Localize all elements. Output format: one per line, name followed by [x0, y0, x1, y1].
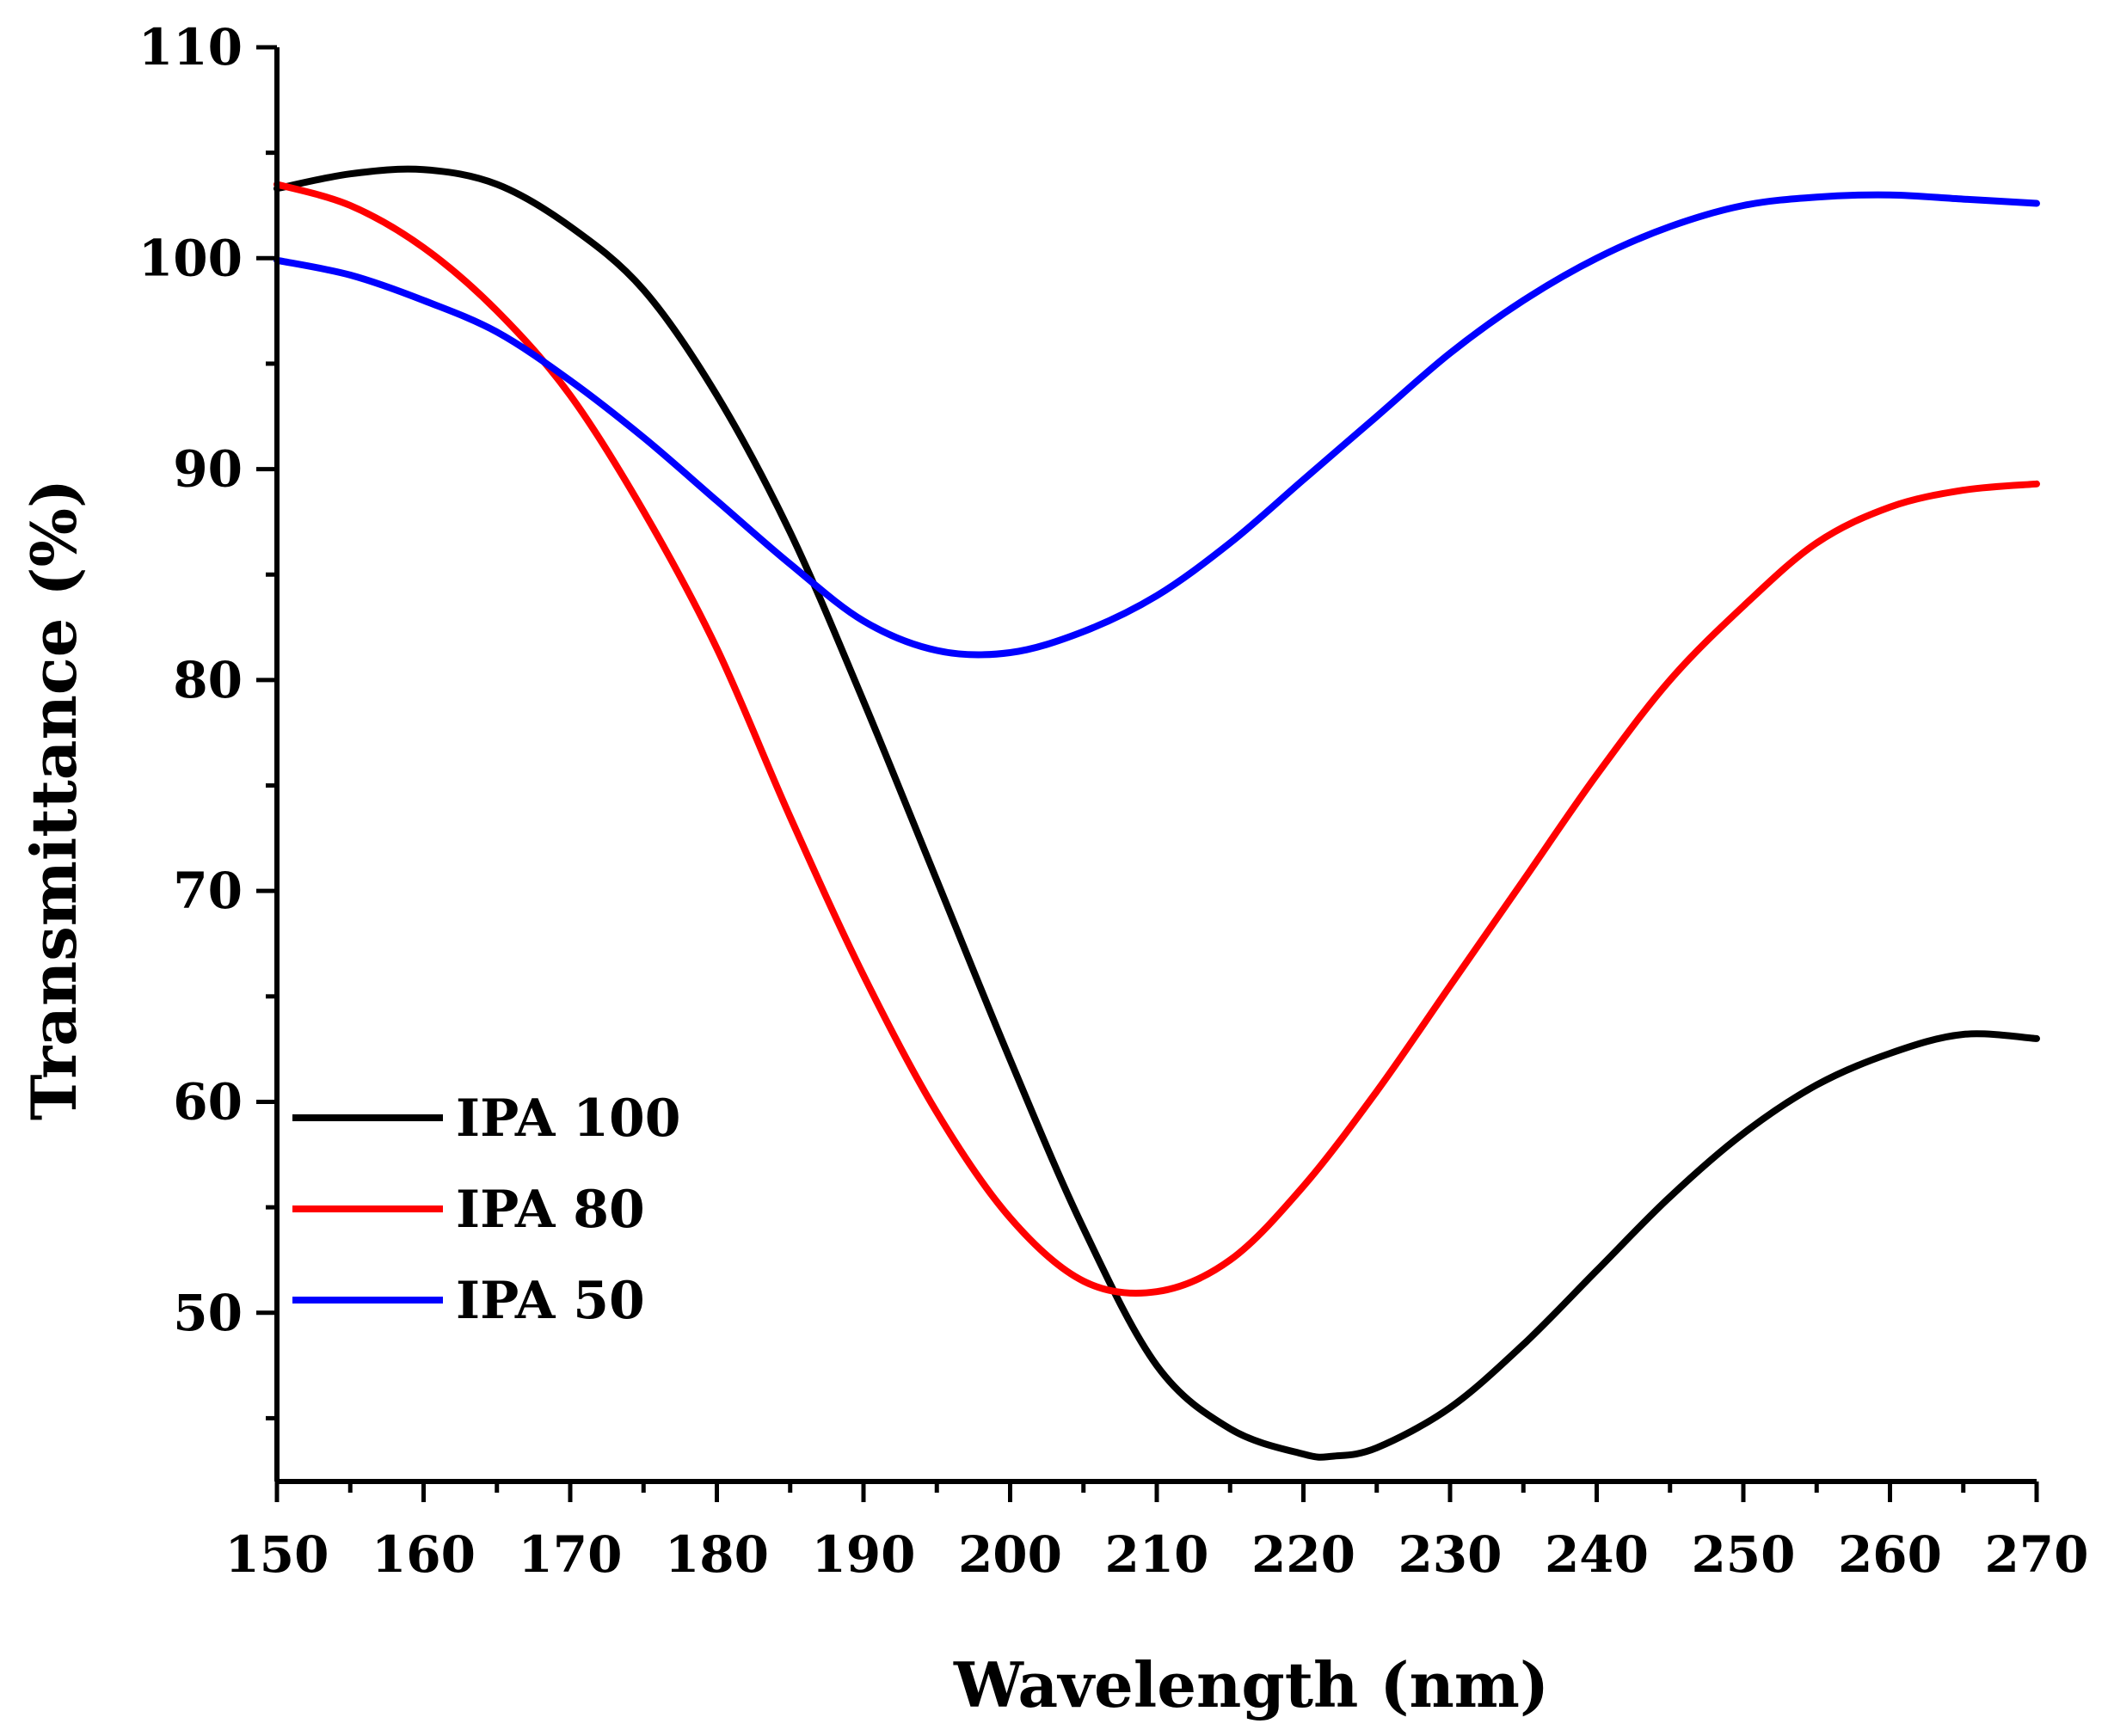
x-tick-label: 210	[1104, 1525, 1208, 1584]
legend: IPA 100 IPA 80 IPA 50	[292, 1089, 681, 1331]
y-tick-label: 50	[173, 1284, 243, 1342]
legend-label: IPA 80	[456, 1180, 645, 1240]
series-line-ipa-50	[273, 191, 2040, 659]
x-tick-label: 160	[372, 1525, 476, 1584]
x-tick-label: 170	[518, 1525, 622, 1584]
x-tick-label: 260	[1838, 1525, 1942, 1584]
series-layer	[273, 165, 2040, 1461]
y-tick-label: 100	[138, 229, 243, 287]
x-tick-label: 200	[958, 1525, 1062, 1584]
series-line-ipa-80	[273, 181, 2040, 1297]
legend-label: IPA 100	[456, 1089, 681, 1149]
x-tick-label: 250	[1691, 1525, 1795, 1584]
x-tick-label: 220	[1251, 1525, 1355, 1584]
x-tick-label: 190	[811, 1525, 915, 1584]
x-tick-label: 270	[1984, 1525, 2088, 1584]
y-tick-label: 90	[173, 440, 243, 499]
x-axis-title: Wavelength (nm)	[953, 1648, 1549, 1721]
x-tick-label: 150	[224, 1525, 329, 1584]
y-axis-title: Transmittance (%)	[17, 479, 90, 1120]
axes-layer: 150 160 170 180 190 200 210 220 230 240 250 260 270 5…	[138, 18, 2089, 1584]
y-tick-label: 80	[173, 651, 243, 709]
y-tick-label: 110	[138, 18, 243, 77]
x-tick-label: 230	[1398, 1525, 1502, 1584]
x-tick-label: 240	[1545, 1525, 1649, 1584]
legend-label: IPA 50	[456, 1271, 645, 1331]
x-tick-label: 180	[665, 1525, 769, 1584]
y-tick-label: 60	[173, 1072, 243, 1131]
y-tick-label: 70	[173, 862, 243, 920]
